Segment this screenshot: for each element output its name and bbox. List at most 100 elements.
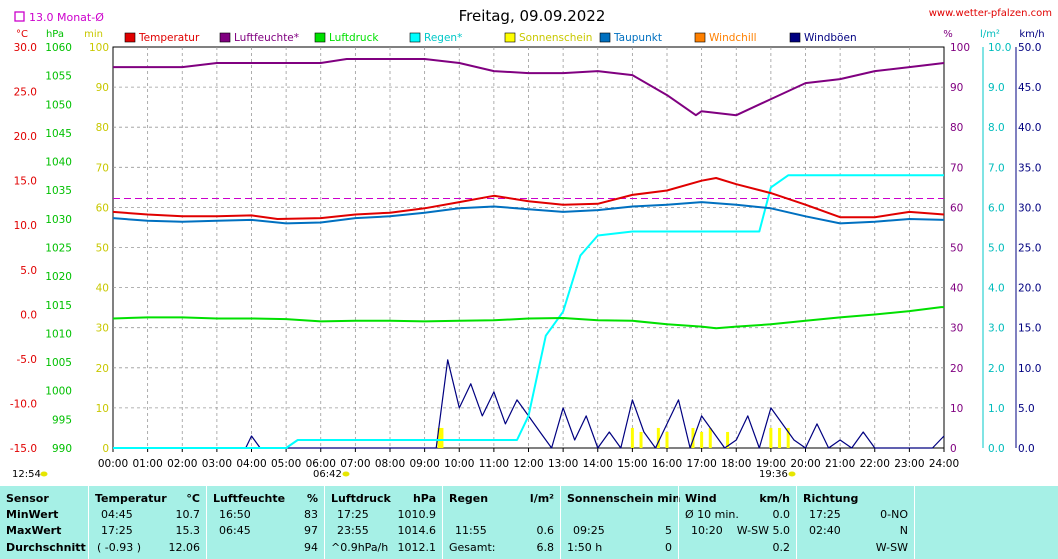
temp-tick-label: -5.0 — [17, 354, 38, 366]
stats-dir-min-time: 17:25 — [809, 508, 841, 521]
sun-tick-label: 50 — [96, 243, 109, 255]
rain-tick-label: 3.0 — [988, 323, 1005, 335]
pressure-tick-label: 1060 — [45, 42, 72, 54]
x-tick-label: 16:00 — [652, 458, 682, 470]
sun-tick-label: 100 — [89, 42, 109, 54]
pressure-unit: hPa — [46, 29, 64, 40]
wind-tick-label: 10.0 — [1018, 363, 1041, 375]
x-tick-label: 01:00 — [132, 458, 162, 470]
stats-dir-max-value: N — [899, 524, 908, 537]
stats-hum-max-value: 97 — [304, 524, 318, 537]
x-tick-label: 13:00 — [548, 458, 578, 470]
x-tick-label: 23:00 — [894, 458, 924, 470]
stats-wind-max-time: 10:20 — [691, 524, 723, 537]
x-tick-label: 17:00 — [686, 458, 716, 470]
stats-header-sensor: Sensor — [6, 492, 49, 505]
legend-label-temperatur: Temperatur — [138, 32, 200, 44]
stats-col-direction: Richtung 17:25 0-NO 02:40 N W-SW — [796, 486, 914, 559]
pressure-tick-label: 1040 — [45, 157, 72, 169]
sun-tick-label: 80 — [96, 122, 109, 134]
rain-tick-label: 4.0 — [988, 283, 1005, 295]
rain-tick-label: 1.0 — [988, 403, 1005, 415]
month-avg-label: 13.0 Monat-Ø — [29, 11, 104, 24]
moonrise-time: 12:54 — [12, 469, 41, 480]
x-tick-label: 03:00 — [202, 458, 232, 470]
series-line-luftfeuchte — [113, 58, 945, 117]
sun-tick-label: 70 — [96, 162, 109, 174]
temp-tick-label: 20.0 — [14, 131, 37, 143]
wind-unit: km/h — [1019, 29, 1044, 40]
x-tick-label: 07:00 — [340, 458, 370, 470]
x-tick-label: 04:00 — [236, 458, 266, 470]
rain-tick-label: 8.0 — [988, 122, 1005, 134]
stats-press-max-value: 1014.6 — [397, 524, 437, 537]
sunshine-bar — [778, 427, 782, 448]
stats-header-humidity-unit: % — [306, 492, 318, 505]
x-tick-label: 12:00 — [513, 458, 543, 470]
stats-rain-max-time: 11:55 — [455, 524, 487, 537]
humidity-tick-label: 90 — [950, 82, 963, 94]
stats-col-rain: Regen l/m² 11:55 0.6 Gesamt: 6.8 — [442, 486, 560, 559]
sunrise-time: 06:42 — [313, 469, 342, 480]
series-line-temperatur — [112, 177, 945, 220]
sun-tick-label: 40 — [96, 283, 109, 295]
stats-header-wind: Wind — [685, 492, 717, 505]
x-tick-label: 00:00 — [98, 458, 128, 470]
stats-press-trend: ^0.9hPa/h — [331, 541, 389, 554]
stats-hum-min-value: 83 — [304, 508, 318, 521]
stats-col-humidity: Luftfeuchte% 16:50 83 06:45 97 94 — [206, 486, 324, 559]
sun-tick-label: 0 — [102, 443, 109, 455]
sunset-icon — [788, 471, 796, 477]
wind-tick-label: 30.0 — [1018, 202, 1041, 214]
x-tick-label: 02:00 — [167, 458, 197, 470]
rain-tick-label: 5.0 — [988, 243, 1005, 255]
sunshine-bar — [440, 427, 444, 448]
x-tick-label: 14:00 — [583, 458, 613, 470]
pressure-tick-label: 1000 — [45, 386, 72, 398]
stats-col-sensor: Sensor MinWert MaxWert Durchschnitt — [0, 486, 87, 559]
stats-rain-total-value: 6.8 — [536, 541, 555, 554]
stats-header-wind-unit: km/h — [759, 492, 790, 505]
grid — [112, 46, 945, 449]
stats-rain-total-label: Gesamt: — [449, 541, 496, 554]
x-tick-label: 10:00 — [444, 458, 474, 470]
stats-press-min-time: 17:25 — [337, 508, 369, 521]
sunshine-bar — [656, 427, 660, 448]
sunshine-bar — [726, 431, 730, 448]
humidity-tick-label: 70 — [950, 162, 963, 174]
moon-icon — [40, 471, 48, 477]
site-link[interactable]: www.wetter-pfalzen.com — [929, 8, 1052, 19]
chart-background — [0, 0, 1058, 486]
sunshine-bar — [665, 431, 669, 448]
sun-tick-label: 60 — [96, 202, 109, 214]
rain-tick-label: 2.0 — [988, 363, 1005, 375]
x-tick-label: 20:00 — [790, 458, 820, 470]
series-line-windb-en — [113, 359, 945, 449]
legend-label-taupunkt: Taupunkt — [613, 32, 662, 44]
temp-tick-label: 0.0 — [20, 309, 37, 321]
legend-label-windb-en: Windböen — [804, 32, 857, 44]
rain-tick-label: 9.0 — [988, 82, 1005, 94]
x-tick-label: 24:00 — [929, 458, 959, 470]
wind-tick-label: 35.0 — [1018, 162, 1041, 174]
legend-label-regen: Regen* — [424, 32, 462, 44]
wind-tick-label: 25.0 — [1018, 243, 1041, 255]
legend-swatch-taupunkt — [599, 32, 611, 43]
stats-header-humidity: Luftfeuchte — [213, 492, 286, 505]
temp-tick-label: 25.0 — [14, 87, 37, 99]
x-tick-label: 15:00 — [617, 458, 647, 470]
stats-hum-max-time: 06:45 — [219, 524, 251, 537]
axis-labels: 00:00 01:00 02:00 03:00 04:00 05:00 06:00 07:00… — [10, 42, 1042, 470]
legend-label-sonnenschein: Sonnenschein — [519, 32, 592, 44]
stats-temp-avg-value: 12.06 — [168, 541, 201, 554]
temp-tick-label: 10.0 — [14, 220, 37, 232]
stats-temp-max-value: 15.3 — [175, 524, 201, 537]
wind-tick-label: 0.0 — [1018, 443, 1035, 455]
legend-swatch-regen — [409, 32, 421, 43]
wind-tick-label: 40.0 — [1018, 122, 1041, 134]
stats-col-pressure: Luftdruck hPa 17:25 1010.9 23:55 1014.6 ^0.… — [324, 486, 442, 559]
chart-title: Freitag, 09.09.2022 — [459, 7, 606, 25]
rain-unit: l/m² — [980, 29, 1000, 40]
x-tick-label: 09:00 — [409, 458, 439, 470]
temp-tick-label: 5.0 — [20, 265, 37, 277]
